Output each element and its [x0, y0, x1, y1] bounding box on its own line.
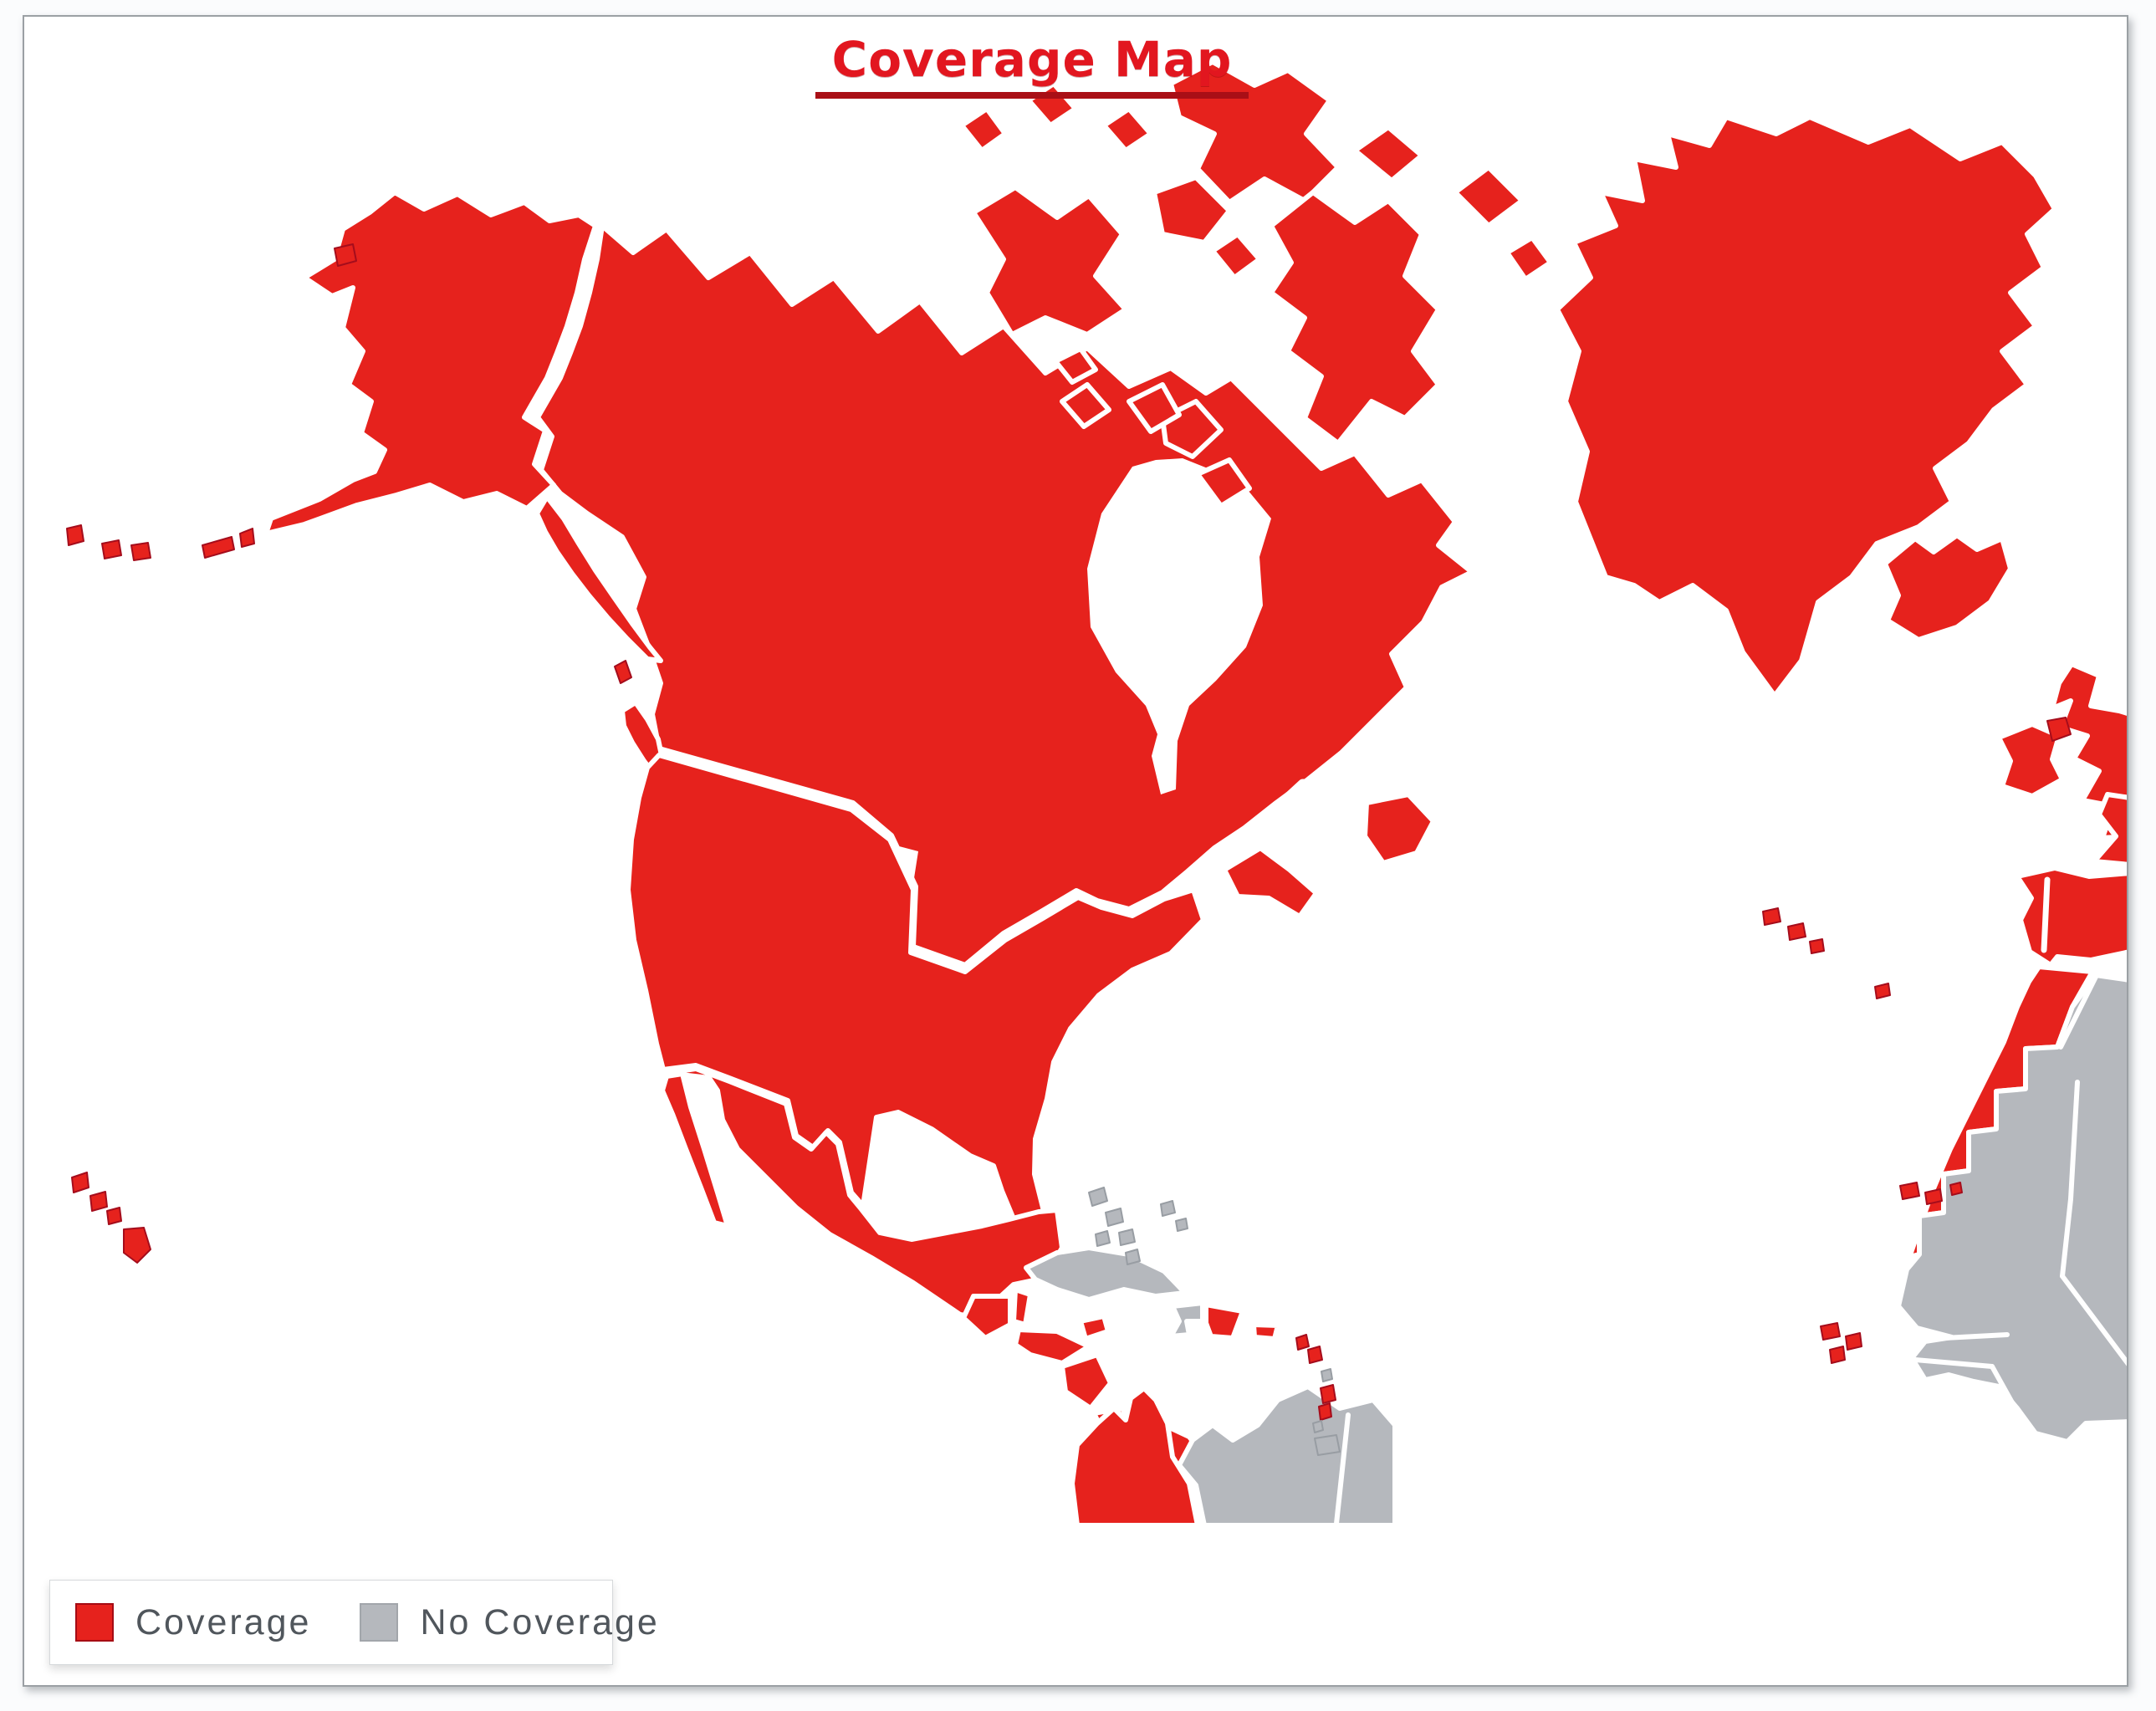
antilles-1 — [1295, 1334, 1310, 1351]
coverage-swatch-icon — [75, 1603, 114, 1642]
aleutian-island-1 — [66, 524, 84, 546]
arctic-island-10 — [1210, 232, 1262, 280]
bahamas-3 — [1095, 1230, 1111, 1247]
st-lawrence-island — [334, 243, 357, 267]
devon-island — [1152, 175, 1232, 245]
dominican-republic — [1203, 1302, 1245, 1341]
st-lawrence-river — [1190, 779, 1309, 892]
nicaragua — [1060, 1352, 1113, 1411]
colombia — [1070, 1386, 1200, 1528]
azores-2 — [1787, 922, 1806, 941]
canary-island-2 — [1924, 1188, 1943, 1205]
hawaii-big-island — [123, 1227, 151, 1264]
antilles-2 — [1307, 1346, 1323, 1364]
hudson-bay — [1087, 458, 1271, 794]
ireland — [1996, 722, 2065, 799]
canary-island-1 — [1899, 1182, 1920, 1200]
guatemala — [961, 1294, 1013, 1341]
iberia — [2015, 866, 2127, 968]
hawaii-3 — [106, 1207, 122, 1225]
venezuela-guyana — [1177, 1384, 1397, 1528]
puerto-rico — [1251, 1322, 1280, 1341]
arctic-island-13 — [1453, 165, 1525, 228]
legend-label-no-coverage: No Coverage — [420, 1601, 660, 1642]
aleutian-island-4 — [202, 536, 235, 559]
no-coverage-swatch-icon — [360, 1603, 399, 1642]
arctic-island-2 — [1352, 125, 1424, 183]
africa-border-1 — [2058, 974, 2098, 1050]
arctic-island-9 — [1101, 106, 1153, 153]
antilles-5 — [1318, 1402, 1332, 1421]
antilles-6 — [1312, 1420, 1324, 1433]
alaska — [263, 190, 598, 536]
arctic-island-16 — [1195, 457, 1252, 508]
azores-1 — [1762, 907, 1781, 926]
honduras — [1013, 1327, 1091, 1366]
arctic-island-7 — [959, 106, 1008, 153]
arctic-island-12 — [1060, 382, 1111, 429]
victoria-island — [971, 185, 1128, 337]
africa-border-5 — [1913, 1357, 1995, 1369]
portugal-spain-border — [2041, 876, 2051, 953]
coverage-map-svg — [66, 59, 2127, 1528]
newfoundland — [1362, 792, 1436, 866]
isle-of-man — [2046, 717, 2072, 742]
venezuela-guyana-border — [1334, 1412, 1351, 1526]
antilles-3 — [1321, 1368, 1333, 1382]
aleutian-island-3 — [130, 542, 151, 561]
map-frame: Coverage Map Coverage No Coverage — [23, 15, 2128, 1687]
turks-1 — [1160, 1200, 1176, 1217]
antilles-4 — [1320, 1384, 1336, 1404]
cape-verde-1 — [1820, 1322, 1841, 1341]
bahamas-1 — [1088, 1187, 1108, 1207]
africa-border-3 — [2060, 1274, 2127, 1366]
arctic-island-15 — [1053, 346, 1098, 385]
cape-verde-2 — [1845, 1332, 1862, 1351]
bahamas-2 — [1105, 1208, 1124, 1227]
legend: Coverage No Coverage — [49, 1580, 657, 1665]
mexico — [664, 1066, 1065, 1319]
title-bar: Coverage Map — [24, 35, 2127, 99]
arctic-island-11 — [1127, 382, 1182, 434]
aleutian-island-2 — [101, 539, 122, 559]
france-brittany — [2092, 792, 2127, 867]
iceland — [1883, 533, 2013, 642]
cape-verde-3 — [1829, 1346, 1846, 1364]
greenland — [1555, 115, 2057, 698]
legend-label-coverage: Coverage — [135, 1601, 312, 1642]
hawaii-2 — [89, 1191, 108, 1212]
haida-gwaii — [614, 660, 632, 684]
baffin-island — [1269, 190, 1441, 446]
belize — [1011, 1287, 1033, 1327]
cuba — [1024, 1245, 1188, 1302]
haiti — [1168, 1300, 1205, 1339]
hawaii-1 — [71, 1172, 89, 1193]
alaska-panhandle — [534, 494, 663, 663]
azores-3 — [1809, 938, 1825, 954]
nova-scotia — [1222, 845, 1319, 919]
turks-2 — [1175, 1218, 1188, 1232]
jamaica — [1078, 1314, 1111, 1341]
page-title: Coverage Map — [815, 35, 1249, 99]
canary-island-3 — [1949, 1182, 1963, 1196]
arctic-island-14 — [1505, 235, 1553, 282]
africa-border-2 — [2060, 1080, 2080, 1279]
bahamas-4 — [1118, 1228, 1136, 1246]
baja-california — [660, 1071, 730, 1228]
trinidad — [1314, 1434, 1341, 1456]
west-africa — [1896, 973, 2127, 1444]
aleutian-island-5 — [239, 528, 255, 548]
africa-border-6 — [1990, 1364, 2028, 1429]
bahamas-5 — [1125, 1249, 1141, 1265]
madeira — [1874, 983, 1891, 999]
africa-border-4 — [1911, 1332, 2010, 1342]
